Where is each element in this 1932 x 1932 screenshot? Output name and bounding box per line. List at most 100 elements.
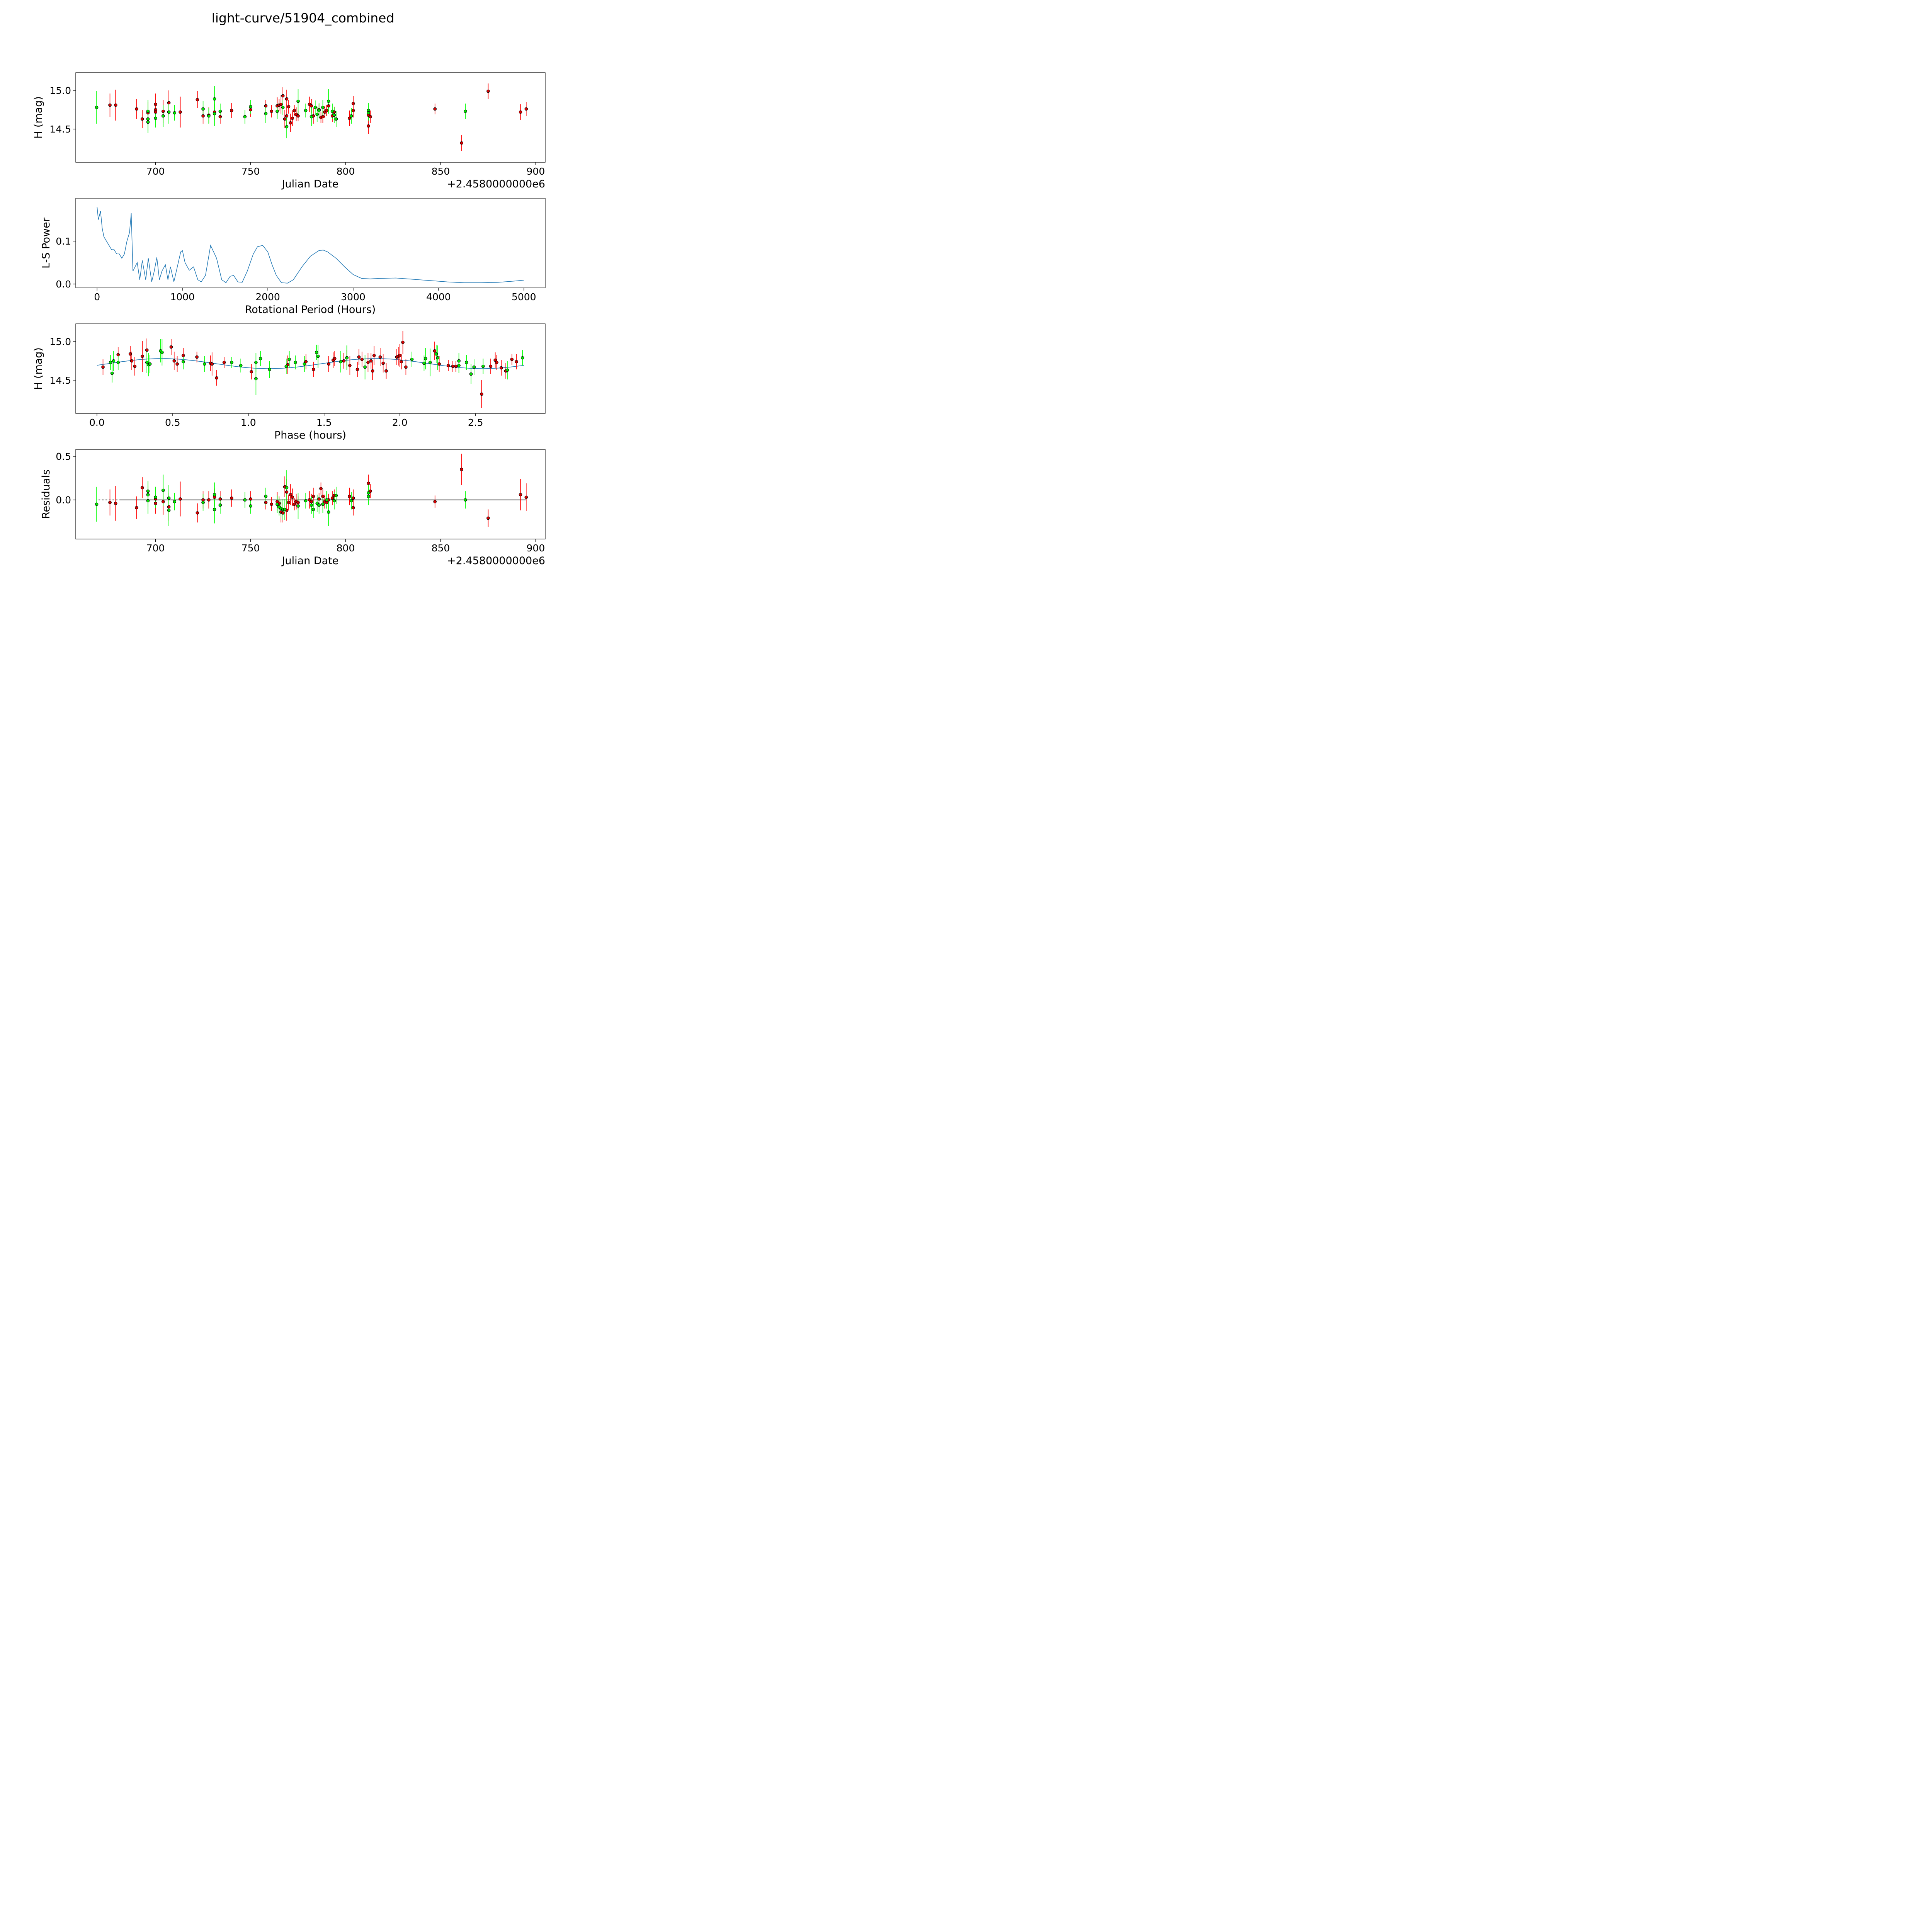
lightcurve-point-red [285,97,289,101]
phased-point-red [348,364,352,367]
phased-point-red [360,357,364,361]
residuals-point-red [321,495,325,498]
residuals-point-green [283,508,287,511]
lightcurve-xtick-label: 700 [146,166,165,177]
residuals-point-red [524,495,528,499]
phased-point-red [116,353,120,357]
residuals-point-green [311,508,315,511]
phased-point-green [116,361,120,364]
residuals-point-red [230,496,233,500]
lightcurve-ytick-label: 15.0 [49,85,71,96]
lightcurve-point-red [135,107,138,111]
phased-ylabel: H (mag) [32,347,44,390]
residuals-point-red [207,498,211,502]
residuals-point-red [519,493,522,497]
lightcurve-point-red [351,102,355,105]
phased-point-green [424,357,427,361]
phased-point-red [400,360,403,364]
residuals-point-green [167,509,171,512]
residuals-point-red [161,500,165,503]
phased-point-red [510,357,514,361]
residuals-point-red [311,495,315,498]
residuals-point-red [108,501,112,504]
residuals-point-green [249,504,252,508]
phased-xtick-label: 0.0 [89,417,105,428]
residuals-point-red [196,511,199,515]
lightcurve-point-green [146,109,150,113]
residuals-point-red [281,511,285,515]
residuals-point-red [285,490,289,494]
lightcurve-point-red [369,115,372,119]
phased-panel: H (mag) Phase (hours) 0.0 0.5 1.0 1.5 2.0 2.5… [32,323,546,441]
phased-point-green [339,360,343,364]
residuals-ytick-label: 0.5 [56,451,71,462]
lightcurve-point-green [173,111,177,115]
lightcurve-point-green [213,97,216,101]
lightcurve-point-red [367,124,370,128]
residuals-x-offset: +2.4580000000e6 [447,555,545,567]
residuals-axes-frame [75,449,546,539]
phased-point-green [112,359,116,363]
phased-point-red [312,367,315,371]
residuals-point-red [135,506,138,510]
phased-point-red [128,352,132,356]
phased-point-red [495,361,498,364]
residuals-xtick-label: 750 [242,543,260,554]
lightcurve-point-red [201,114,205,118]
phased-point-red [404,365,408,369]
residuals-point-green [167,496,171,500]
lightcurve-point-green [264,112,268,116]
lightcurve-point-green [213,112,216,116]
lightcurve-xtick-label: 750 [242,166,260,177]
residuals-point-red [351,496,355,500]
phased-point-red [500,366,503,370]
residuals-point-green [367,495,370,498]
lightcurve-point-green [367,111,370,115]
phased-point-red [401,340,405,344]
residuals-xtick-label: 900 [527,543,545,554]
lightcurve-point-red [285,114,289,118]
lightcurve-point-red [289,121,293,125]
phased-point-red [451,364,455,368]
lightcurve-point-green [310,115,313,119]
residuals-point-green [296,504,300,508]
lightcurve-panel: H (mag) Julian Date +2.4580000000e6 700 7… [32,72,546,190]
lightcurve-xlabel: Julian Date [281,178,339,190]
phased-point-green [410,357,414,361]
figure-title: light-curve/51904_combined [212,10,395,26]
lightcurve-point-red [287,105,291,109]
lightcurve-point-red [283,117,287,121]
phased-point-green [505,368,509,372]
phased-point-green [284,364,288,368]
phased-point-green [202,362,206,366]
residuals-point-green [146,493,150,497]
phased-point-red [101,365,105,369]
phased-point-green [422,361,426,365]
lightcurve-point-red [218,115,222,119]
lightcurve-point-green [315,112,319,116]
residuals-point-green [464,498,467,502]
lightcurve-point-green [321,105,325,109]
lightcurve-point-red [196,98,199,102]
lightcurve-point-green [327,99,330,103]
lightcurve-point-green [207,114,211,118]
residuals-point-red [433,500,437,503]
phased-point-green [481,364,485,368]
lightcurve-point-green [349,114,353,118]
periodogram-xtick-label: 4000 [426,291,451,303]
residuals-point-green [173,500,177,503]
phased-point-green [148,362,152,366]
periodogram-xtick-label: 1000 [170,291,195,303]
lightcurve-point-green [201,107,205,111]
phased-point-green [464,361,468,364]
residuals-xtick-label: 850 [432,543,450,554]
residuals-point-red [348,495,351,498]
phased-xtick-label: 2.5 [468,417,483,428]
phased-point-red [366,361,370,364]
phased-point-red [371,369,374,373]
lightcurve-ytick-label: 14.5 [49,124,71,135]
lightcurve-point-red [108,103,112,107]
lightcurve-point-green [304,109,308,112]
residuals-point-red [351,506,355,510]
periodogram-ytick-label: 0.0 [56,279,71,290]
